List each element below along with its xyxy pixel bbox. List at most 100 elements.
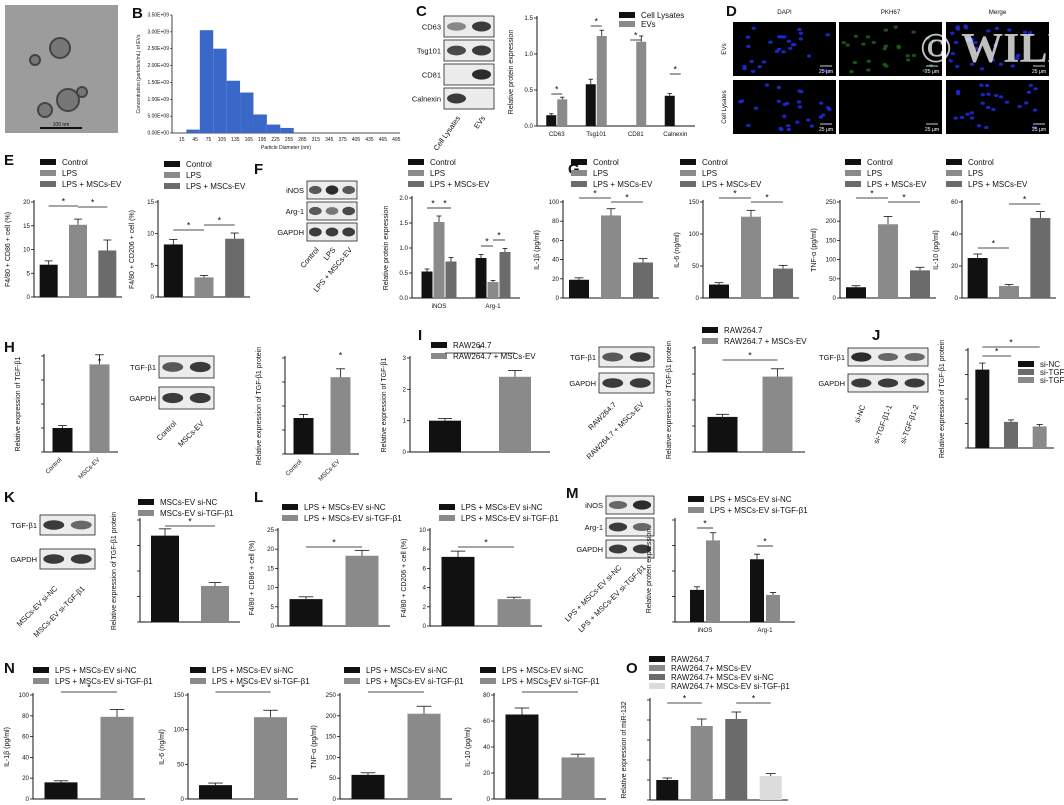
y-axis-label: Relative expression of TGF-β1 xyxy=(15,356,22,451)
nucleus xyxy=(761,60,767,64)
legend-swatch xyxy=(845,159,861,165)
y-tick-label: 2.00E+09 xyxy=(147,63,169,69)
blot-band xyxy=(629,352,651,362)
sig-asterisk: * xyxy=(431,199,435,209)
blot-band xyxy=(309,185,322,195)
nucleus xyxy=(818,115,824,119)
bar xyxy=(280,127,294,133)
blot-band xyxy=(70,520,92,530)
nucleus xyxy=(953,40,959,44)
x-tick-label: 405 xyxy=(352,137,361,143)
nucleus xyxy=(985,105,991,110)
blot-band xyxy=(904,378,925,388)
column-header: DAPI xyxy=(777,9,792,16)
bar xyxy=(569,279,589,298)
bar xyxy=(561,757,595,799)
nucleus xyxy=(871,40,876,45)
nucleus xyxy=(973,40,978,45)
bar xyxy=(421,271,433,298)
y-tick-label: 50 xyxy=(692,263,699,270)
nucleus xyxy=(969,111,975,115)
sig-asterisk: * xyxy=(1009,338,1013,348)
x-tick-label: MSCs-EV xyxy=(77,456,102,481)
y-tick-label: 10 xyxy=(147,231,154,238)
nucleus xyxy=(1010,64,1015,68)
y-tick-label: 250 xyxy=(326,692,337,699)
blot-lane-label: MSCs-EV si-TGF-β1 xyxy=(32,584,87,639)
sig-asterisk: * xyxy=(902,193,906,203)
blot-band xyxy=(189,392,211,404)
bar xyxy=(709,284,729,298)
y-axis-label: IL-10 (pg/ml) xyxy=(465,727,472,767)
y-tick-label: 5.00E+08 xyxy=(147,114,169,120)
legend-label: LPS + MSCs-EV si-TGF-β1 xyxy=(304,514,402,523)
nucleus xyxy=(979,67,985,71)
chart-h1: Relative expression of TGF-β1 * xyxy=(15,354,118,453)
sig-asterisk: * xyxy=(62,197,66,207)
y-tick-label: 100 xyxy=(826,257,837,264)
legend-label: MSCs-EV si-NC xyxy=(160,498,218,507)
legend-label: Control xyxy=(867,158,893,167)
row-header: Cell Lysates xyxy=(721,90,728,123)
y-tick-label: 10 xyxy=(419,527,426,534)
chart-g2: 0 50 100 150 IL-6 (ng/ml) * * xyxy=(674,189,799,302)
legend-swatch xyxy=(40,170,56,176)
fluorescence-grid: DAPI PKH67 Merge EVs Cell Lysates 25 μm 25 μm 2… xyxy=(721,9,1064,134)
panel-label-h: H xyxy=(4,339,15,356)
blot-band xyxy=(629,378,651,388)
tem-background xyxy=(5,5,118,133)
blot-band xyxy=(162,392,184,404)
nucleus xyxy=(853,34,859,38)
legend-swatch xyxy=(138,510,154,516)
blot-band xyxy=(472,45,491,56)
nucleus xyxy=(925,36,931,40)
nucleus xyxy=(955,92,961,96)
sig-asterisk: * xyxy=(548,683,552,693)
legend-swatch xyxy=(164,183,180,189)
bar xyxy=(596,36,607,126)
x-tick-label: 135 xyxy=(231,137,240,143)
nucleus xyxy=(998,62,1004,66)
panel-label-g: G xyxy=(568,161,580,178)
bar xyxy=(487,282,499,298)
nucleus xyxy=(845,43,850,47)
y-tick-label: 1.50E+09 xyxy=(147,80,169,86)
bar xyxy=(441,556,475,626)
legend-swatch xyxy=(408,181,424,187)
legend-n4: LPS + MSCs-EV si-NC LPS + MSCs-EV si-TGF-… xyxy=(480,666,600,686)
nucleus xyxy=(980,101,985,105)
sig-asterisk: * xyxy=(484,538,488,548)
legend-label: LPS xyxy=(968,169,983,178)
nucleus xyxy=(1004,100,1010,104)
legend-swatch xyxy=(431,353,447,359)
nucleus xyxy=(745,35,751,39)
legend-n1: LPS + MSCs-EV si-NC LPS + MSCs-EV si-TGF-… xyxy=(33,666,153,686)
nucleus xyxy=(1022,30,1028,34)
column-header: PKH67 xyxy=(881,9,901,16)
nucleus xyxy=(1033,87,1038,91)
blot-row-label: CD63 xyxy=(422,23,441,32)
blot-band xyxy=(342,227,355,237)
y-tick-label: 25 xyxy=(267,527,274,534)
legend-label: MSCs-EV si-TGF-β1 xyxy=(160,509,234,518)
blot-frame xyxy=(598,346,655,368)
nucleus xyxy=(1014,56,1020,60)
bar xyxy=(505,714,539,799)
chart-g3: 0 50 100 150 200 250 TNF-α (pg/ml) * * xyxy=(811,189,936,302)
x-tick-label: 15 xyxy=(179,137,185,143)
blot-frame xyxy=(158,355,215,379)
nucleus xyxy=(782,102,787,107)
legend-k: MSCs-EV si-NC MSCs-EV si-TGF-β1 xyxy=(138,498,234,518)
legend-swatch xyxy=(702,327,718,333)
y-tick-label: 200 xyxy=(826,218,837,225)
legend-i2: RAW264.7 RAW264.7 + MSCs-EV xyxy=(702,326,807,346)
nucleus xyxy=(825,106,831,110)
y-tick-label: 0 xyxy=(696,295,700,302)
nucleus xyxy=(969,62,975,66)
legend-swatch xyxy=(408,170,424,176)
sig-asterisk: * xyxy=(752,694,756,704)
nucleus xyxy=(782,114,787,118)
chart-n1: 0 20 40 60 80 100 IL-1β (pg/ml) * xyxy=(4,683,145,803)
blot-row-label: TGF-β1 xyxy=(11,521,37,530)
